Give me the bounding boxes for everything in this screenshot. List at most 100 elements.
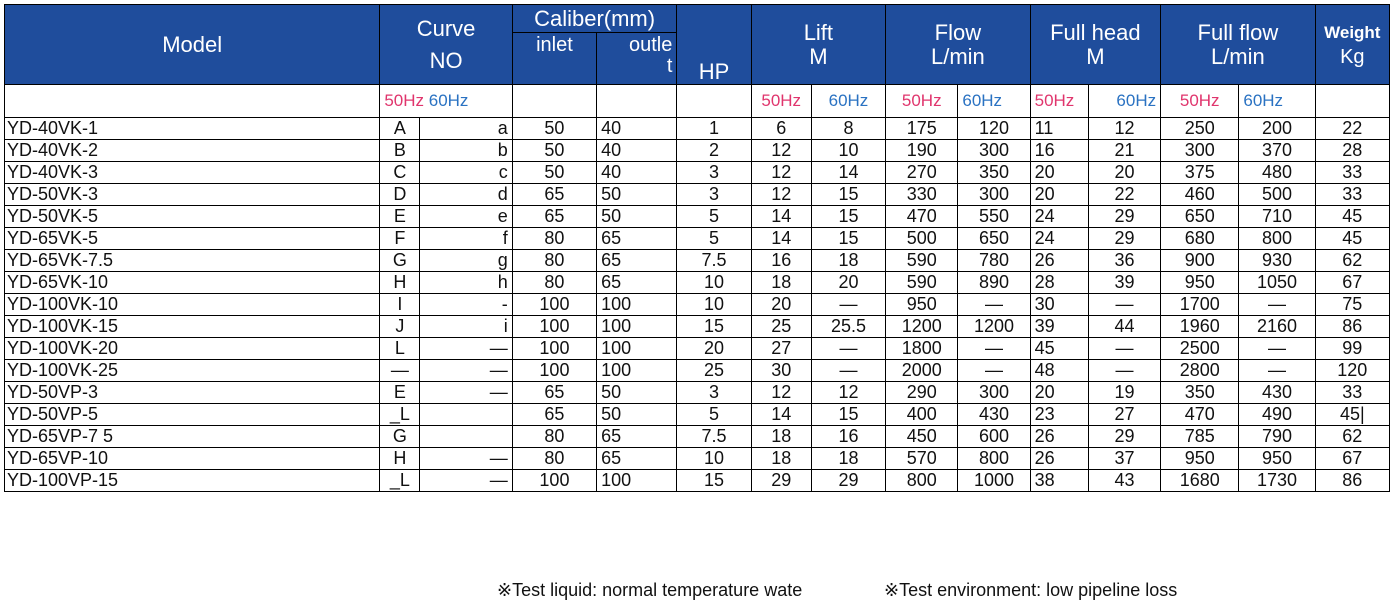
cell-curve-60hz [419, 403, 513, 426]
pump-spec-table: Model Curve NO Caliber(mm) HP Lift M Flo… [3, 4, 1391, 492]
cell-model: YD-40VK-3 [3, 161, 381, 184]
cell-curve-50hz: — [379, 359, 421, 382]
cell-hp: 1 [676, 117, 752, 140]
cell-fullflow-50hz: 900 [1160, 249, 1240, 272]
cell-fullflow-60hz: 200 [1238, 117, 1316, 140]
cell-hp: 25 [676, 359, 752, 382]
cell-model: YD-65VK-5 [3, 227, 381, 250]
cell-fullflow-50hz: 350 [1160, 381, 1240, 404]
cell-hp: 10 [676, 293, 752, 316]
cell-flow-50hz: 1800 [885, 337, 959, 360]
cell-hp: 15 [676, 315, 752, 338]
cell-flow-50hz: 290 [885, 381, 959, 404]
cell-weight: 62 [1314, 425, 1391, 448]
header-inlet: inlet [511, 32, 598, 85]
cell-curve-50hz: D [379, 183, 421, 206]
cell-inlet: 100 [511, 293, 598, 316]
cell-flow-50hz: 330 [885, 183, 959, 206]
cell-inlet: 65 [511, 381, 598, 404]
cell-flow-50hz: 175 [885, 117, 959, 140]
cell-fullflow-50hz: 470 [1160, 403, 1240, 426]
cell-lift-60hz: — [810, 359, 887, 382]
cell-fullflow-60hz: 480 [1238, 161, 1316, 184]
cell-fullflow-50hz: 460 [1160, 183, 1240, 206]
cell-flow-60hz: 300 [957, 183, 1031, 206]
cell-inlet: 50 [511, 161, 598, 184]
cell-head-50hz: 48 [1029, 359, 1089, 382]
cell-hp: 20 [676, 337, 752, 360]
cell-head-50hz: 38 [1029, 469, 1089, 492]
header-weight: Weight Kg [1314, 4, 1391, 85]
cell-weight: 67 [1314, 271, 1391, 294]
cell-curve-50hz: H [379, 271, 421, 294]
cell-curve-60hz: — [419, 447, 513, 470]
cell-curve-50hz: H [379, 447, 421, 470]
cell-lift-50hz: 12 [750, 139, 812, 162]
cell-head-50hz: 16 [1029, 139, 1089, 162]
cell-weight: 99 [1314, 337, 1391, 360]
cell-curve-50hz: B [379, 139, 421, 162]
cell-model: YD-50VK-3 [3, 183, 381, 206]
cell-weight: 62 [1314, 249, 1391, 272]
cell-model: YD-50VP-3 [3, 381, 381, 404]
header-full-head: Full head M [1029, 4, 1162, 85]
cell-fullflow-60hz: 800 [1238, 227, 1316, 250]
header-full-flow: Full flow L/min [1160, 4, 1316, 85]
cell-model: YD-100VK-20 [3, 337, 381, 360]
hz50-label: 50Hz [384, 91, 425, 110]
cell-inlet: 65 [511, 205, 598, 228]
cell-flow-60hz: 120 [957, 117, 1031, 140]
cell-weight: 33 [1314, 183, 1391, 206]
cell-weight: 120 [1314, 359, 1391, 382]
cell-lift-50hz: 14 [750, 403, 812, 426]
cell-model: YD-100VK-15 [3, 315, 381, 338]
cell-curve-50hz: C [379, 161, 421, 184]
cell-lift-50hz: 12 [750, 161, 812, 184]
cell-head-60hz: 44 [1087, 315, 1162, 338]
cell-fullflow-60hz: 490 [1238, 403, 1316, 426]
header-fullflow-line1: Full flow [1197, 19, 1279, 45]
table-row: YD-100VP-15 _L —100 100 15 29 29 800 1000 38 43 168… [3, 469, 1391, 492]
cell-fullflow-60hz: 430 [1238, 381, 1316, 404]
hz-empty-hp [676, 84, 752, 118]
cell-curve-60hz: h [419, 271, 513, 294]
header-hp: HP [676, 4, 752, 85]
cell-head-50hz: 30 [1029, 293, 1089, 316]
header-outlet: outle t [596, 32, 678, 85]
cell-flow-60hz: 890 [957, 271, 1031, 294]
cell-inlet: 80 [511, 249, 598, 272]
cell-curve-60hz: - [419, 293, 513, 316]
cell-flow-50hz: 270 [885, 161, 959, 184]
cell-model: YD-40VK-1 [3, 117, 381, 140]
cell-fullflow-60hz: 930 [1238, 249, 1316, 272]
cell-lift-60hz: 29 [810, 469, 887, 492]
cell-lift-60hz: 16 [810, 425, 887, 448]
cell-curve-50hz: G [379, 249, 421, 272]
cell-fullflow-50hz: 950 [1160, 271, 1240, 294]
cell-hp: 3 [676, 183, 752, 206]
hz50-head: 50Hz [1029, 84, 1089, 118]
cell-inlet: 50 [511, 139, 598, 162]
cell-lift-60hz: 18 [810, 249, 887, 272]
cell-curve-50hz: L [379, 337, 421, 360]
cell-fullflow-50hz: 1680 [1160, 469, 1240, 492]
cell-head-60hz: 20 [1087, 161, 1162, 184]
cell-curve-60hz: — [419, 359, 513, 382]
cell-inlet: 100 [511, 315, 598, 338]
cell-flow-60hz: 1000 [957, 469, 1031, 492]
cell-flow-60hz: — [957, 337, 1031, 360]
cell-outlet: 50 [596, 381, 678, 404]
cell-lift-50hz: 18 [750, 447, 812, 470]
cell-flow-60hz: 1200 [957, 315, 1031, 338]
cell-weight: 67 [1314, 447, 1391, 470]
cell-lift-60hz: 12 [810, 381, 887, 404]
cell-model: YD-65VK-7.5 [3, 249, 381, 272]
cell-curve-60hz: a [419, 117, 513, 140]
cell-head-60hz: 19 [1087, 381, 1162, 404]
cell-lift-60hz: 20 [810, 271, 887, 294]
cell-curve-60hz: — [419, 381, 513, 404]
cell-fullflow-60hz: 950 [1238, 447, 1316, 470]
